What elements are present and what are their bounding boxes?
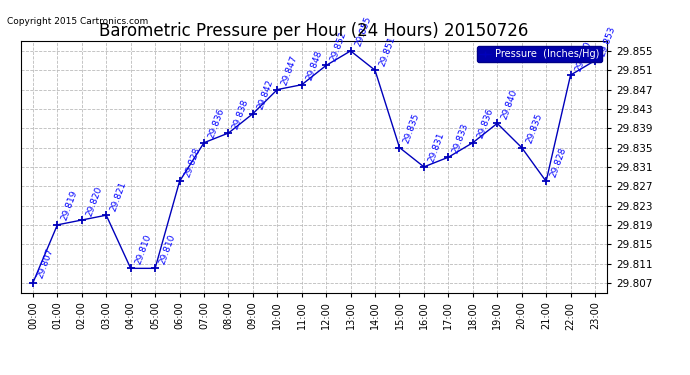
Text: 29.819: 29.819 xyxy=(60,189,79,222)
Text: 29.853: 29.853 xyxy=(598,25,617,58)
Legend: Pressure  (Inches/Hg): Pressure (Inches/Hg) xyxy=(477,46,602,62)
Text: 29.831: 29.831 xyxy=(426,131,446,164)
Text: 29.828: 29.828 xyxy=(182,146,201,178)
Text: 29.836: 29.836 xyxy=(207,107,226,140)
Text: 29.851: 29.851 xyxy=(378,35,397,68)
Text: 29.821: 29.821 xyxy=(109,180,128,212)
Title: Barometric Pressure per Hour (24 Hours) 20150726: Barometric Pressure per Hour (24 Hours) … xyxy=(99,22,529,40)
Text: Copyright 2015 Cartronics.com: Copyright 2015 Cartronics.com xyxy=(7,17,148,26)
Text: 29.807: 29.807 xyxy=(36,248,55,280)
Text: 29.810: 29.810 xyxy=(158,233,177,266)
Text: 29.840: 29.840 xyxy=(500,88,519,121)
Text: 29.835: 29.835 xyxy=(524,112,544,145)
Text: 29.838: 29.838 xyxy=(231,98,250,130)
Text: 29.820: 29.820 xyxy=(85,184,104,217)
Text: 29.842: 29.842 xyxy=(255,78,275,111)
Text: 29.836: 29.836 xyxy=(475,107,495,140)
Text: 29.833: 29.833 xyxy=(451,122,471,154)
Text: 29.828: 29.828 xyxy=(549,146,568,178)
Text: 29.855: 29.855 xyxy=(353,15,373,48)
Text: 29.848: 29.848 xyxy=(304,50,324,82)
Text: 29.850: 29.850 xyxy=(573,40,593,72)
Text: 29.810: 29.810 xyxy=(133,233,152,266)
Text: 29.852: 29.852 xyxy=(329,30,348,63)
Text: 29.835: 29.835 xyxy=(402,112,422,145)
Text: 29.847: 29.847 xyxy=(280,54,299,87)
